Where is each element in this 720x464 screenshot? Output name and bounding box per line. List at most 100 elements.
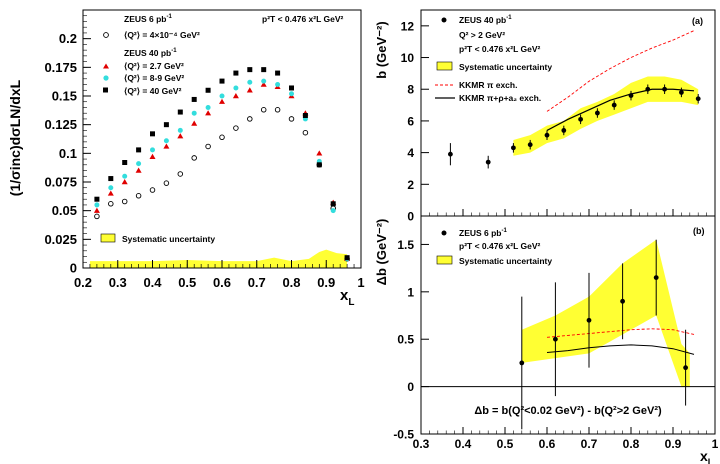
left-x-tick-label: 0.8	[282, 275, 300, 290]
top-data-point	[628, 93, 634, 98]
top-band-area	[513, 76, 699, 156]
bottom-curve-kkmr-full	[546, 344, 695, 355]
left-x-tick-label: 0.5	[178, 275, 196, 290]
top-data-point	[544, 132, 550, 138]
left-point-q2-40	[150, 131, 155, 137]
left-x-axis-label: xL	[340, 287, 354, 308]
left-point-q2-low	[94, 213, 100, 220]
bottom-y-axis-label: Δb (GeV⁻²)	[374, 219, 389, 286]
left-point-q2-40	[330, 201, 336, 207]
top-legend-band-label: Systematic uncertainty	[459, 62, 552, 72]
left-point-q2-2.7	[232, 93, 239, 99]
left-point-q2-2.7	[177, 133, 184, 139]
top-plot-frame	[420, 9, 716, 217]
left-point-q2-40	[344, 255, 350, 261]
bottom-legend-band-swatch	[436, 255, 453, 265]
bottom-formula: Δb = b(Q²<0.02 GeV²) - b(Q²>2 GeV²)	[474, 405, 662, 417]
left-point-q2-40	[205, 87, 211, 93]
top-panel-label: (a)	[692, 16, 703, 26]
left-point-q2-2.7	[246, 87, 253, 93]
left-point-q2-8-9	[108, 185, 114, 191]
top-legend-cut-1: Q² > 2 GeV²	[459, 30, 505, 40]
left-point-q2-8-9	[289, 91, 294, 97]
top-curve-kkmr-full	[546, 88, 695, 131]
left-y-tick-label: 0.1	[59, 146, 77, 161]
left-point-q2-low	[149, 187, 156, 193]
left-x-tick-label: 0.4	[143, 275, 162, 290]
left-legend-marker-2	[103, 63, 109, 69]
left-band-area	[89, 249, 348, 268]
left-legend-band-label: Systematic uncertainty	[122, 234, 215, 244]
left-point-q2-2.7	[135, 167, 142, 173]
bottom-panel-label: (b)	[693, 226, 705, 236]
top-data-point	[527, 142, 533, 148]
left-point-q2-2.7	[260, 81, 267, 87]
bottom-data-points	[519, 239, 688, 430]
left-point-q2-40	[163, 122, 169, 128]
left-x-tick-label: 0.7	[248, 275, 266, 290]
bottom-x-tick-label: 0.8	[623, 437, 640, 451]
left-y-axis-label: (1/σinc)dσLN/dxL	[7, 79, 23, 196]
top-axis-ticks: 0 2 4 6 8 10 12	[401, 19, 716, 224]
left-point-q2-2.7	[219, 98, 225, 104]
top-data-point	[448, 151, 453, 157]
left-point-q2-8-9	[150, 147, 155, 153]
bottom-plot-frame	[420, 215, 716, 435]
left-point-q2-8-9	[261, 78, 267, 84]
left-point-q2-low	[163, 180, 170, 186]
bottom-x-axis-label: xL	[700, 448, 714, 464]
left-y-tick-label: 0	[70, 261, 77, 276]
bottom-data-point	[519, 360, 525, 366]
left-point-q2-40	[191, 96, 197, 102]
bottom-axis-ticks: 0.3 0.4 0.5 0.6 0.7 0.8 0.9 1 -0.5 0 0.5 1 1.5	[393, 238, 718, 451]
left-point-q2-40	[233, 70, 239, 76]
left-point-q2-40	[177, 109, 183, 115]
left-point-q2-8-9	[219, 93, 225, 99]
left-point-q2-8-9	[122, 173, 128, 179]
left-point-q2-40	[136, 147, 142, 153]
left-point-q2-8-9	[275, 82, 281, 88]
left-point-q2-2.7	[205, 110, 212, 116]
left-x-tick-label: 0.3	[109, 275, 127, 290]
bottom-x-axis-label-sub: L	[708, 457, 714, 464]
left-point-q2-low	[108, 201, 114, 207]
top-data-point	[595, 110, 600, 116]
left-legend-entry-4: ⟨Q²⟩ = 40 GeV²	[124, 86, 182, 96]
bottom-band-area	[521, 239, 690, 387]
left-point-q2-low	[247, 116, 253, 122]
top-data-point	[561, 128, 567, 133]
bottom-legend-data: ZEUS 6 pb-1	[459, 228, 508, 238]
left-point-q2-low	[205, 143, 211, 150]
left-point-q2-8-9	[205, 104, 211, 110]
bottom-x-tick-label: 0.6	[539, 437, 556, 451]
left-point-q2-low	[177, 171, 184, 177]
left-point-q2-low	[302, 129, 309, 136]
left-legend-header-2: ZEUS 40 pb-1	[124, 48, 177, 58]
left-point-q2-40	[219, 78, 225, 84]
left-point-q2-8-9	[94, 202, 100, 208]
top-data-point	[578, 116, 583, 122]
left-x-axis-label-sub: L	[348, 297, 354, 308]
left-x-tick-label: 0.9	[317, 275, 335, 290]
left-y-tick-label: 0.15	[52, 89, 77, 104]
left-x-tick-label: 0.6	[213, 275, 231, 290]
top-data-point	[645, 86, 651, 92]
left-point-q2-8-9	[177, 127, 183, 133]
left-legend-marker-1	[103, 32, 109, 38]
top-y-axis-label: b (GeV⁻²)	[374, 21, 389, 78]
top-y-tick-label: 6	[407, 114, 414, 128]
top-legend-curve-pi: KKMR π exch.	[459, 80, 517, 90]
bottom-data-point	[653, 275, 659, 281]
top-y-tick-label: 12	[401, 19, 415, 33]
right-top-chart: 0 2 4 6 8 10 12 b (GeV⁻²) (a) ZEUS 40 pb-1 Q² …	[374, 9, 716, 224]
left-point-q2-low	[219, 134, 225, 141]
left-legend-entry-3: ⟨Q²⟩ = 8-9 GeV²	[124, 73, 184, 83]
left-point-q2-8-9	[247, 79, 253, 85]
top-legend-data: ZEUS 40 pb-1	[459, 15, 512, 25]
bottom-x-tick-label: 1	[712, 437, 719, 451]
bottom-x-axis-label-main: x	[700, 448, 708, 464]
right-bottom-chart: 0.3 0.4 0.5 0.6 0.7 0.8 0.9 1 -0.5 0 0.5 1 1.5 Δb (G…	[374, 215, 719, 464]
top-data-points	[448, 84, 701, 169]
top-y-tick-label: 2	[407, 178, 414, 192]
bottom-legend-band-label: Systematic uncertainty	[459, 256, 552, 266]
